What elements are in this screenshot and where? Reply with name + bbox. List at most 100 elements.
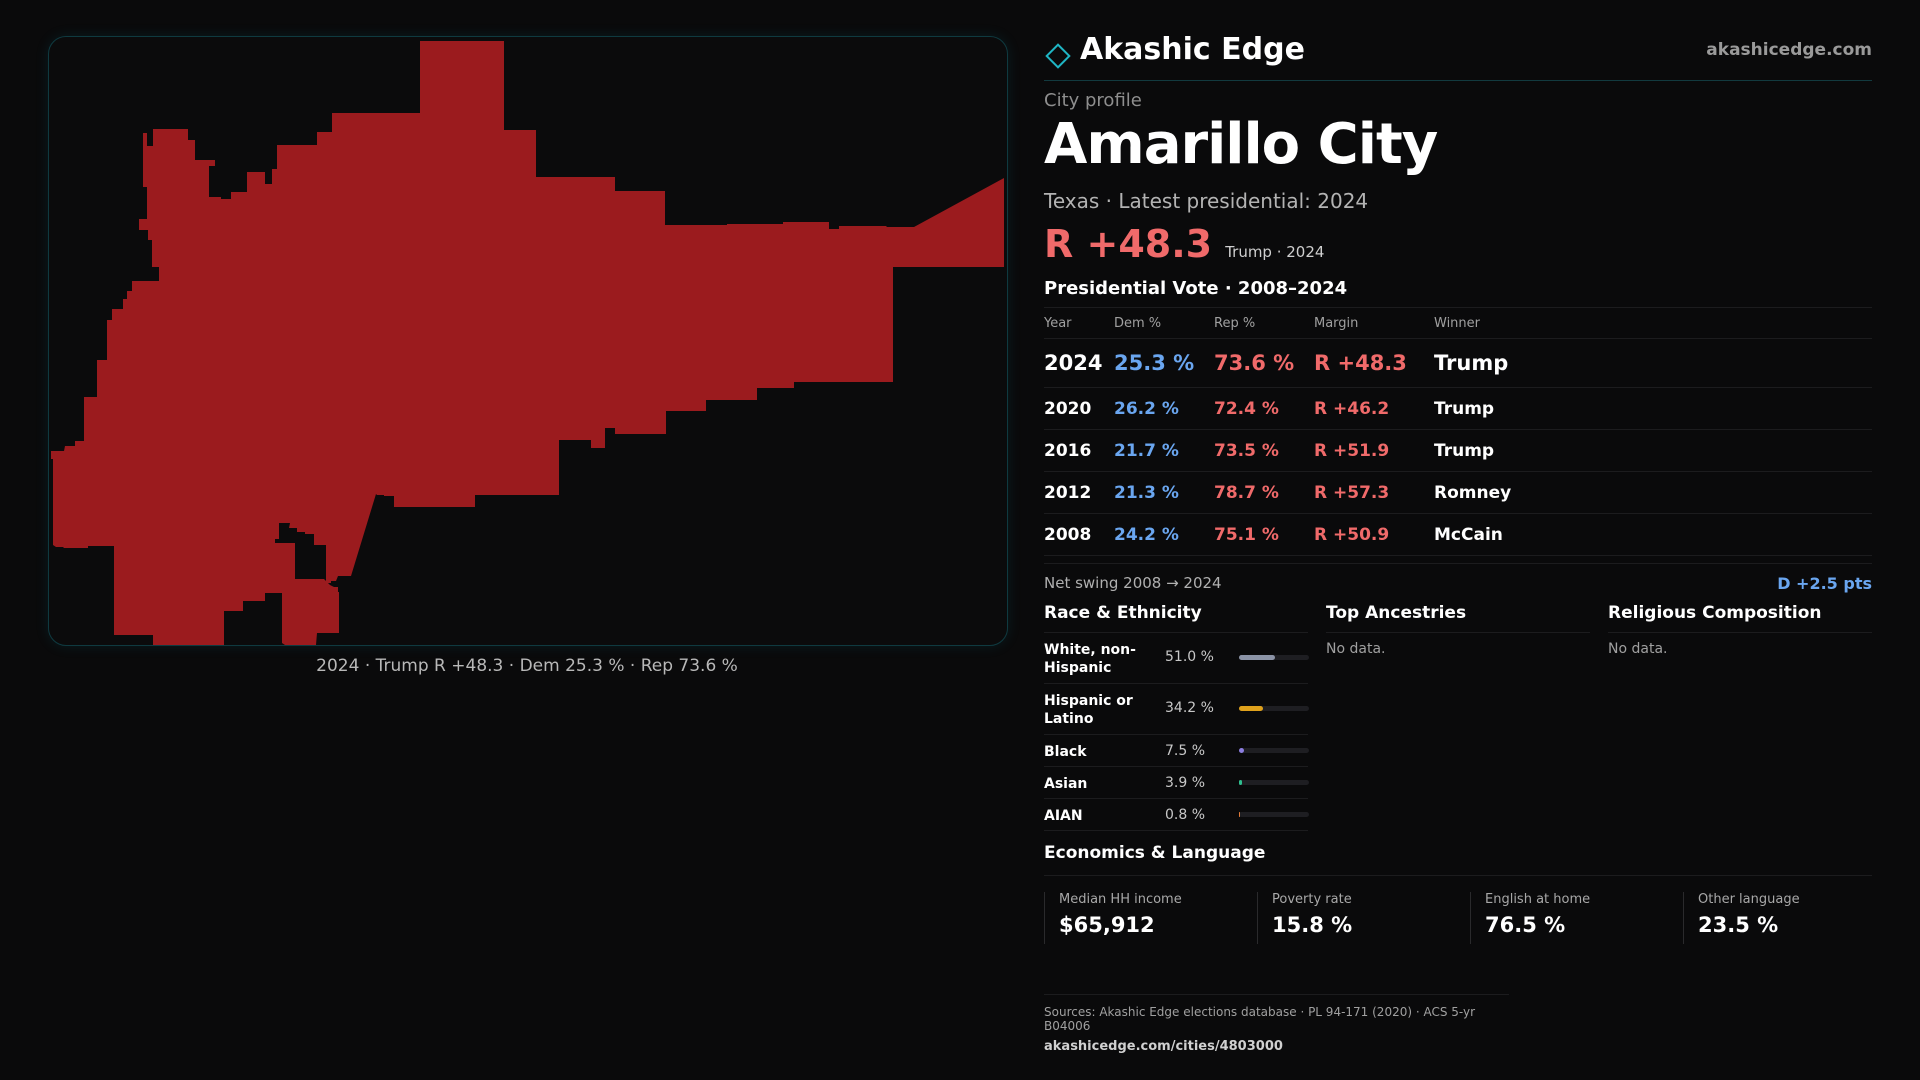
header-margin: Margin: [1314, 307, 1434, 339]
stat-label: Poverty rate: [1272, 892, 1352, 907]
city-boundary-svg: [51, 41, 1004, 645]
winner-cell: McCain: [1434, 513, 1872, 556]
race-bar-fill: [1239, 812, 1241, 817]
table-row: 2024 25.3 % 73.6 % R +48.3 Trump: [1044, 338, 1872, 388]
table-row: 2012 21.3 % 78.7 % R +57.3 Romney: [1044, 471, 1872, 514]
diamond-logo-icon: [1045, 43, 1071, 69]
dem-cell: 26.2 %: [1114, 387, 1214, 430]
brand-header: Akashic Edge akashicedge.com: [1044, 30, 1872, 81]
economics-title: Economics & Language: [1044, 843, 1872, 876]
race-section: Race & Ethnicity White, non-Hispanic 51.…: [1044, 600, 1309, 831]
race-bar-track: [1239, 706, 1309, 711]
winner-cell: Trump: [1434, 387, 1872, 430]
year-cell: 2020: [1044, 387, 1114, 430]
rep-cell: 78.7 %: [1214, 471, 1314, 514]
race-row: AIAN 0.8 %: [1044, 799, 1309, 831]
page-eyebrow: City profile: [1044, 90, 1142, 111]
net-swing-value: D +2.5 pts: [1777, 574, 1872, 593]
ancestries-empty: No data.: [1326, 641, 1386, 657]
map-caption: 2024 · Trump R +48.3 · Dem 25.3 % · Rep …: [316, 656, 738, 676]
margin-cell: R +48.3: [1314, 338, 1434, 388]
stat-value: 76.5 %: [1485, 913, 1566, 937]
stat-label: Other language: [1698, 892, 1800, 907]
page-subtitle: Texas · Latest presidential: 2024: [1044, 189, 1369, 213]
poverty-rate-stat: Poverty rate 15.8 %: [1257, 892, 1470, 944]
stat-value: $65,912: [1059, 913, 1155, 937]
religion-section: Religious Composition No data.: [1608, 600, 1872, 657]
race-pct: 3.9 %: [1165, 775, 1206, 791]
ancestries-section: Top Ancestries No data.: [1326, 600, 1590, 657]
race-label: Asian: [1044, 776, 1088, 792]
median-income-stat: Median HH income $65,912: [1044, 892, 1257, 944]
header-rep: Rep %: [1214, 307, 1314, 339]
rep-cell: 73.5 %: [1214, 429, 1314, 472]
table-row: 2020 26.2 % 72.4 % R +46.2 Trump: [1044, 387, 1872, 430]
race-row: Asian 3.9 %: [1044, 767, 1309, 799]
headline-margin: R +48.3: [1044, 222, 1213, 266]
vote-table-header: Year Dem % Rep % Margin Winner: [1044, 307, 1872, 339]
margin-cell: R +50.9: [1314, 513, 1434, 556]
dem-cell: 25.3 %: [1114, 338, 1214, 388]
winner-cell: Trump: [1434, 338, 1872, 388]
table-row: 2008 24.2 % 75.1 % R +50.9 McCain: [1044, 513, 1872, 556]
stat-label: English at home: [1485, 892, 1591, 907]
year-cell: 2024: [1044, 338, 1114, 388]
ancestries-title: Top Ancestries: [1326, 600, 1590, 633]
race-row: Hispanic or Latino 34.2 %: [1044, 684, 1309, 735]
race-bar-fill: [1239, 780, 1242, 785]
dem-cell: 21.7 %: [1114, 429, 1214, 472]
race-pct: 0.8 %: [1165, 807, 1206, 823]
year-cell: 2012: [1044, 471, 1114, 514]
headline-note: Trump · 2024: [1225, 243, 1325, 261]
header-year: Year: [1044, 307, 1114, 339]
race-label: White, non-Hispanic: [1044, 642, 1136, 676]
race-row: White, non-Hispanic 51.0 %: [1044, 633, 1309, 684]
race-pct: 51.0 %: [1165, 649, 1214, 665]
rep-cell: 73.6 %: [1214, 338, 1314, 388]
stat-value: 15.8 %: [1272, 913, 1353, 937]
stat-label: Median HH income: [1059, 892, 1182, 907]
winner-cell: Trump: [1434, 429, 1872, 472]
year-cell: 2016: [1044, 429, 1114, 472]
race-title: Race & Ethnicity: [1044, 600, 1308, 633]
net-swing-row: Net swing 2008 → 2024 D +2.5 pts: [1044, 563, 1872, 600]
dem-cell: 21.3 %: [1114, 471, 1214, 514]
other-language-stat: Other language 23.5 %: [1683, 892, 1896, 944]
race-bar-fill: [1239, 655, 1275, 660]
race-bar-fill: [1239, 748, 1245, 753]
rep-cell: 72.4 %: [1214, 387, 1314, 430]
city-boundary-map[interactable]: [48, 36, 1008, 646]
race-bar-track: [1239, 812, 1309, 817]
race-bar-fill: [1239, 706, 1263, 711]
english-at-home-stat: English at home 76.5 %: [1470, 892, 1683, 944]
race-label: Hispanic or Latino: [1044, 693, 1133, 727]
table-row: 2016 21.7 % 73.5 % R +51.9 Trump: [1044, 429, 1872, 472]
page-footer: Sources: Akashic Edge elections database…: [1044, 994, 1509, 1054]
year-cell: 2008: [1044, 513, 1114, 556]
religion-title: Religious Composition: [1608, 600, 1872, 633]
net-swing-label: Net swing 2008 → 2024: [1044, 574, 1222, 592]
headline-result: R +48.3 Trump · 2024: [1044, 222, 1324, 266]
rep-cell: 75.1 %: [1214, 513, 1314, 556]
city-boundary-shape[interactable]: [51, 41, 1004, 645]
margin-cell: R +46.2: [1314, 387, 1434, 430]
religion-empty: No data.: [1608, 641, 1668, 657]
brand-name[interactable]: Akashic Edge: [1080, 32, 1305, 67]
race-pct: 34.2 %: [1165, 700, 1214, 716]
stat-value: 23.5 %: [1698, 913, 1779, 937]
margin-cell: R +51.9: [1314, 429, 1434, 472]
race-bar-track: [1239, 780, 1309, 785]
race-label: Black: [1044, 744, 1087, 760]
footer-url-link[interactable]: akashicedge.com/cities/4803000: [1044, 1039, 1283, 1054]
page-title: Amarillo City: [1044, 112, 1438, 177]
race-label: AIAN: [1044, 808, 1083, 824]
header-winner: Winner: [1434, 307, 1872, 339]
vote-table: Year Dem % Rep % Margin Winner 2024 25.3…: [1044, 307, 1872, 556]
race-pct: 7.5 %: [1165, 743, 1206, 759]
header-dem: Dem %: [1114, 307, 1214, 339]
winner-cell: Romney: [1434, 471, 1872, 514]
brand-url-link[interactable]: akashicedge.com: [1706, 40, 1872, 60]
margin-cell: R +57.3: [1314, 471, 1434, 514]
vote-table-title: Presidential Vote · 2008–2024: [1044, 278, 1348, 299]
footer-sources: Sources: Akashic Edge elections database…: [1044, 1005, 1476, 1033]
